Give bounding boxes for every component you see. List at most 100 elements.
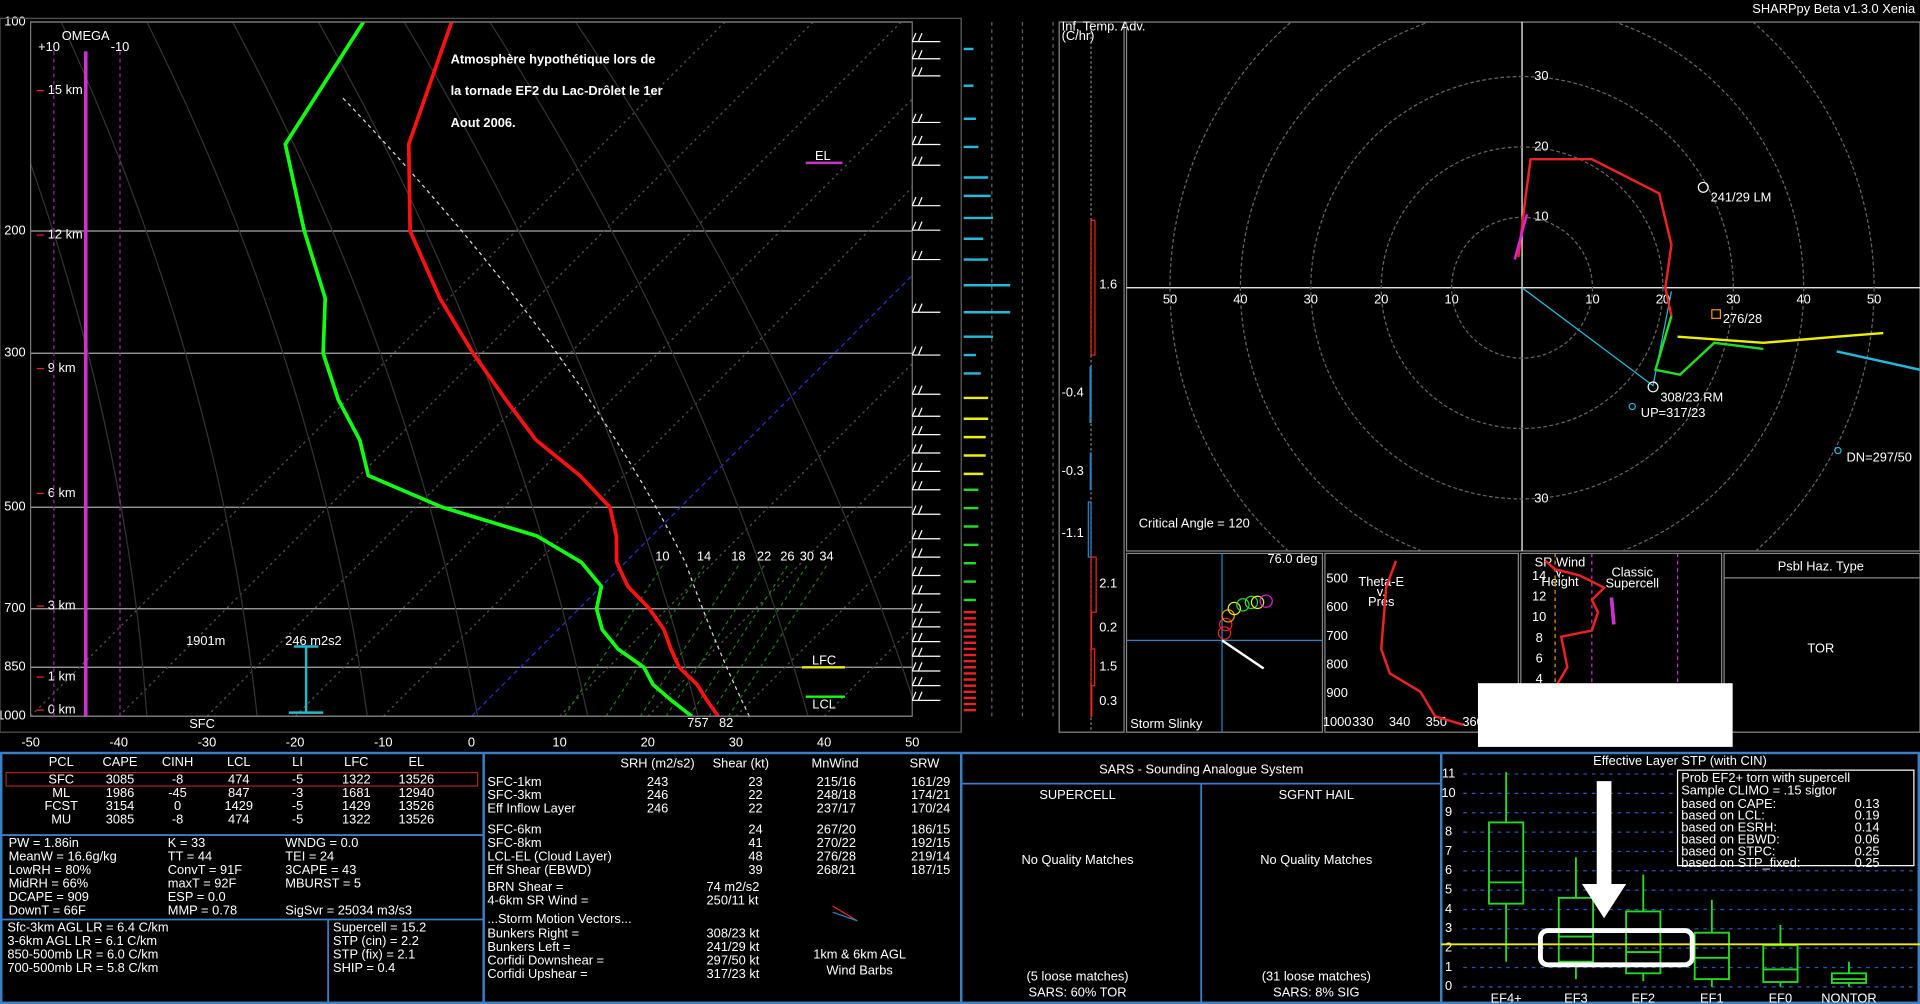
- parcel-cell: 3085: [106, 771, 135, 786]
- advection-bar: [1090, 648, 1096, 687]
- parcel-cell: 13526: [398, 771, 434, 786]
- stp-category: EF4+: [1491, 990, 1522, 1004]
- isotherm: [206, 22, 902, 717]
- stp-ytick: 11: [1442, 765, 1455, 780]
- hodo-trace-sfc: [1513, 213, 1529, 260]
- kin-cell: 297/50 kt: [707, 953, 760, 968]
- pressure-tick-label: 100: [4, 13, 25, 28]
- slinky-ring: [1227, 601, 1242, 616]
- stp-ytick: 6: [1445, 862, 1452, 877]
- parcel-cell: 847: [228, 785, 249, 800]
- index: MidRH = 66%: [9, 875, 89, 890]
- parcel-cell: 474: [228, 771, 249, 786]
- lapse-rate: 700-500mb LR = 5.8 C/km: [7, 960, 158, 975]
- wind-barb: [911, 135, 917, 145]
- callout-arrowhead: [1582, 884, 1627, 919]
- stp-category: EF0: [1769, 990, 1793, 1004]
- hodo-trace-low: [1517, 157, 1673, 317]
- parcel-header: CAPE: [103, 754, 138, 769]
- kin-cell: SFC-6km: [487, 822, 541, 837]
- stp-prob-label: based on ESRH:: [1681, 820, 1777, 835]
- theta-e-title: Pres: [1368, 594, 1394, 609]
- temperature-profile: [406, 22, 720, 717]
- height-label: 1 km: [48, 668, 76, 683]
- parcel-cell: 0: [174, 798, 181, 813]
- callout-text: Parameter: [1482, 722, 1545, 737]
- advection-label: -0.4: [1062, 384, 1084, 399]
- stp-category: EF1: [1700, 990, 1724, 1004]
- wind-barb: [911, 632, 917, 642]
- mixing-ratio-label: 18: [731, 548, 745, 563]
- theta-e-ptick: 600: [1326, 599, 1347, 614]
- index: TT = 44: [168, 848, 212, 863]
- sars-loose: (31 loose matches): [1262, 968, 1371, 983]
- theta-e-xtick: 330: [1352, 714, 1373, 729]
- app-title: SHARPpy Beta v1.3.0 Xenia: [1752, 1, 1916, 16]
- hodo-ring-label: 20: [1534, 138, 1548, 153]
- wind-barb: [917, 250, 923, 260]
- sfc-label: SFC: [189, 716, 215, 731]
- sars-subtitle: SUPERCELL: [1039, 787, 1115, 802]
- parcel-cell: 1429: [342, 798, 371, 813]
- wind-barb: [911, 32, 917, 42]
- sr-wind-ref: Supercell: [1605, 575, 1659, 590]
- stp-prob-value: 0.13: [1855, 796, 1880, 811]
- hodo-trace-mid: [1653, 315, 1764, 376]
- upshear-label: UP=317/23: [1641, 405, 1706, 420]
- omega-tick: -10: [111, 39, 130, 54]
- slinky-ring: [1259, 594, 1273, 608]
- wind-barb: [911, 407, 917, 417]
- stp-ytick: 9: [1445, 804, 1452, 819]
- stp-legend-text: Prob EF2+ torn with supercell: [1681, 770, 1850, 785]
- stp-prob-value: 0.25: [1855, 855, 1880, 870]
- stp-legend-text: Sample CLIMO = .15 sigtor: [1681, 782, 1837, 797]
- temperature-tick-label: 30: [729, 735, 743, 750]
- wind-barb: [911, 462, 917, 472]
- index: MBURST = 5: [285, 875, 361, 890]
- wind-barb: [917, 632, 923, 642]
- critical-angle: Critical Angle = 120: [1139, 515, 1250, 530]
- stp-ytick: 8: [1445, 823, 1452, 838]
- callout-box: [1477, 683, 1733, 747]
- wind-barb: [911, 585, 917, 595]
- height-label: 15 km: [48, 82, 83, 97]
- index: MMP = 0.78: [168, 902, 237, 917]
- temperature-tick-label: 50: [905, 735, 919, 750]
- left-mover-marker: [1697, 181, 1709, 193]
- wind-barb: [917, 662, 923, 672]
- parcel-cell: -5: [292, 771, 303, 786]
- kin-cell: 170/24: [911, 801, 950, 816]
- stp-prob-value: 0.19: [1855, 808, 1880, 823]
- barb-caption: 1km & 6km AGL: [813, 946, 906, 961]
- index: MeanW = 16.6g/kg: [9, 848, 117, 863]
- left-mover-label: 241/29 LM: [1711, 190, 1772, 205]
- parcel-cell: -8: [172, 771, 183, 786]
- inset-frame: [1324, 552, 1519, 733]
- wind-barb: [917, 585, 923, 595]
- sfc-temperature: 82: [719, 715, 733, 730]
- kin-header: Shear (kt): [713, 755, 769, 770]
- wind-barb: [911, 303, 917, 313]
- kin-cell: 22: [748, 787, 762, 802]
- advection-bar: [1089, 452, 1092, 491]
- wind-barb: [911, 676, 917, 686]
- parcel-cell: -3: [292, 785, 303, 800]
- wind-barb: [911, 566, 917, 576]
- advection-label: 0.2: [1099, 620, 1117, 635]
- stp-box: [1488, 821, 1525, 905]
- kin-cell: ...Storm Motion Vectors...: [487, 911, 631, 926]
- parcel-cell: 1322: [342, 771, 371, 786]
- stp-ytick: 1: [1445, 959, 1452, 974]
- stp-title: Effective Layer STP (with CIN): [1593, 753, 1767, 768]
- lapse-rate: 3-6km AGL LR = 6.1 C/km: [7, 933, 157, 948]
- advection-bar: [1090, 556, 1097, 613]
- stp-ytick: 5: [1445, 882, 1452, 897]
- stp-ytick: 4: [1445, 901, 1452, 916]
- mixing-ratio-line: [708, 565, 808, 717]
- slinky-title: Storm Slinky: [1130, 716, 1203, 731]
- inflow-srh: 246 m2s2: [285, 633, 341, 648]
- wind-barb: [911, 425, 917, 435]
- wind-barb: [917, 346, 923, 356]
- sr-wind-ytick: 12: [1532, 589, 1546, 604]
